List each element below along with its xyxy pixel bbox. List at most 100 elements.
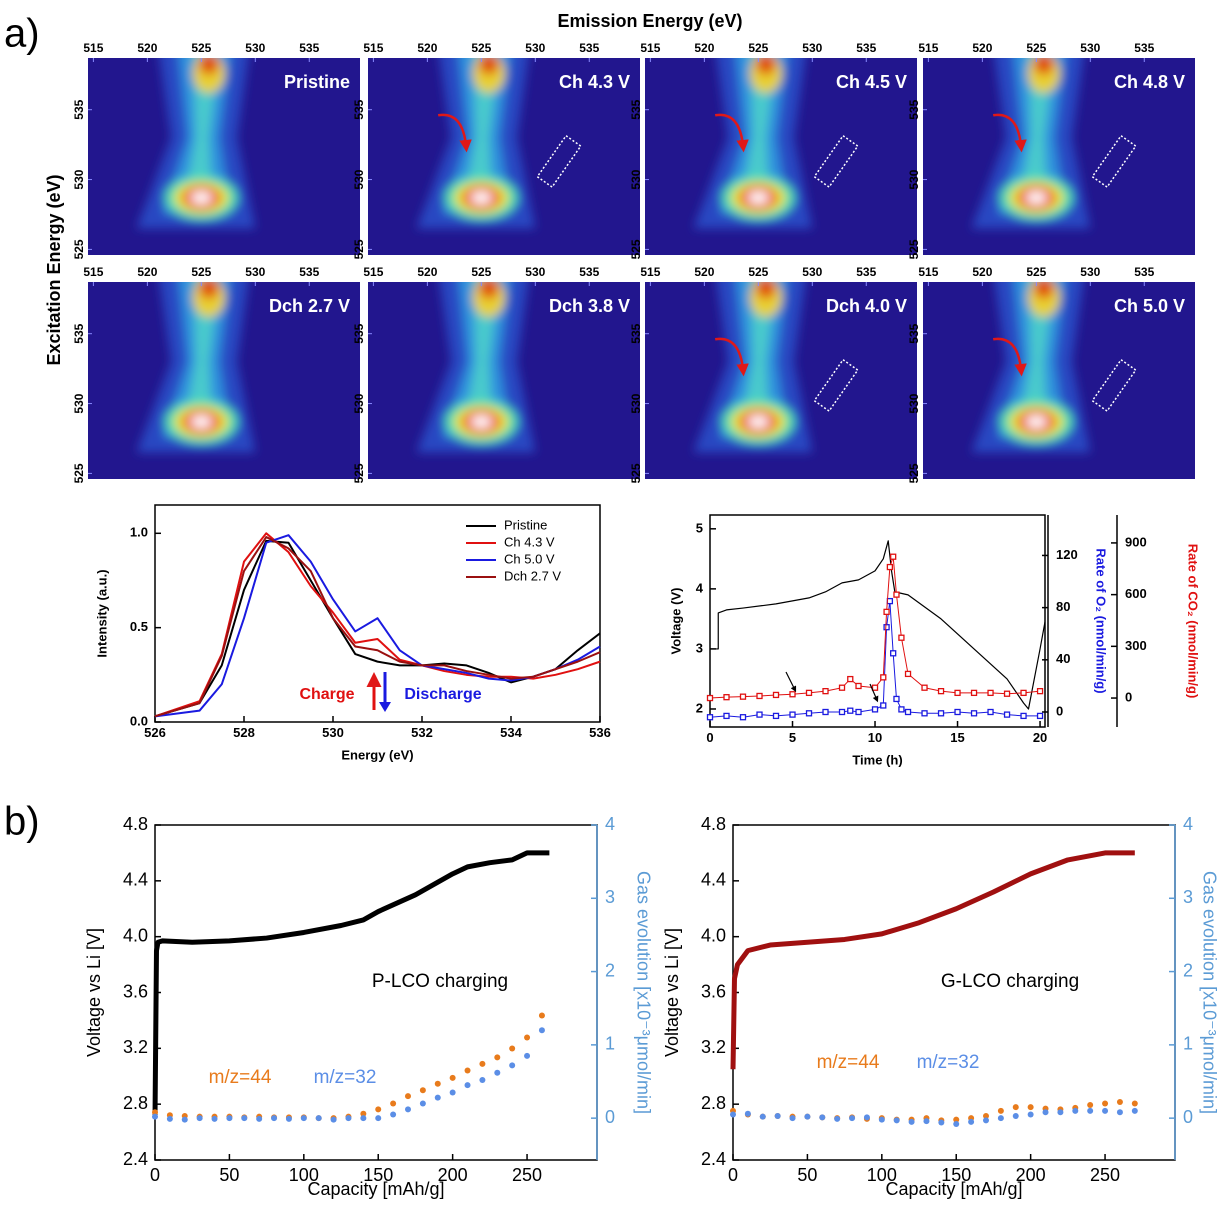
data-point [834,1115,841,1122]
y-tick-label: 4 [696,580,704,595]
x-tick-label: 520 [417,41,437,55]
heatmap-image [368,58,640,255]
data-point [953,1116,960,1123]
y-tick-label: 0 [1125,689,1132,704]
data-point [1087,1101,1094,1108]
data-point [997,1107,1004,1114]
data-point [893,591,900,598]
x-tick-label: 535 [299,265,319,279]
data-point [360,1110,367,1117]
y-tick-label: 4 [1183,814,1193,834]
data-point [954,708,961,716]
series-label: m/z=44 [817,1052,880,1073]
y-tick-label: 530 [72,169,86,189]
annotation: Discharge [404,686,481,703]
data-point [345,1115,352,1122]
intensity-region [470,414,493,429]
intensity-region [199,58,219,75]
axis-title: Capacity [mAh/g] [307,1179,444,1199]
x-tick-label: 530 [245,41,265,55]
data-point [730,1111,736,1118]
data-point [886,563,894,571]
panel-title: Ch 4.3 V [559,72,630,92]
data-point [1131,1107,1138,1114]
data-point [1036,712,1044,720]
data-point [271,1115,278,1122]
x-tick-label: 528 [233,725,255,740]
heatmap-image [645,58,917,255]
x-tick-label: 520 [972,41,992,55]
y-tick-label: 525 [72,239,86,259]
data-point [152,1109,158,1116]
data-point [880,674,887,681]
data-point [970,710,978,717]
heatmap-glow [136,58,256,229]
data-point [494,1054,501,1061]
data-point [464,1082,471,1089]
y-tick-label: 600 [1125,586,1147,601]
x-tick-label: 535 [856,41,876,55]
x-tick-label: 100 [289,1165,319,1185]
data-point [898,634,905,641]
x-tick-label: 535 [579,41,599,55]
axis-title: Voltage vs Li [V] [662,928,682,1057]
highlight-box [1091,134,1137,189]
data-point [871,684,879,691]
x-tick-label: 250 [1090,1165,1120,1185]
data-point [847,707,854,714]
data-point [360,1115,367,1122]
heatmap-glow [136,282,256,453]
data-point [938,1119,945,1126]
x-tick-label: 520 [694,41,714,55]
data-point [330,1116,337,1123]
x-tick-label: 515 [83,265,103,279]
y-tick-label: 4.8 [123,814,148,834]
data-point [772,712,780,720]
plot-frame [154,504,601,723]
axis-title: Voltage vs Li [V] [84,928,104,1057]
x-tick-label: 10 [868,730,882,745]
arrow [714,113,749,153]
data-point [1102,1107,1109,1114]
data-point [723,712,730,720]
data-point [987,689,994,697]
y-tick-label: 2.8 [701,1093,726,1113]
y-tick-label: 0.0 [130,713,148,728]
x-tick-label: 525 [1026,265,1046,279]
axis-title: Capacity [mAh/g] [885,1179,1022,1199]
intensity-region [756,58,776,75]
x-tick-label: 515 [640,265,660,279]
y-tick-label: 525 [629,239,643,259]
series-label: m/z=32 [314,1067,377,1088]
panel-title: Pristine [284,72,350,92]
y-tick-label: 3 [1183,887,1193,907]
x-tick-label: 520 [417,265,437,279]
axis-title: Emission Energy (eV) [557,11,742,31]
data-point [375,1115,382,1122]
data-point [855,708,862,716]
x-tick-label: 520 [137,41,157,55]
data-point [434,1094,441,1101]
data-point [181,1116,188,1123]
plot-frame [709,514,1046,728]
panel-title: Dch 4.0 V [826,296,907,316]
axis-title: Gas evolution [x10⁻³μmol/min] [1199,871,1219,1114]
highlight-box [813,358,859,413]
axis-title: Time (h) [852,752,902,767]
heatmap-glow [693,282,813,453]
x-tick-label: 515 [363,41,383,55]
data-point [524,1034,531,1041]
data-point [241,1115,248,1122]
x-tick-label: 200 [1016,1165,1046,1185]
annotation: G-LCO charging [941,971,1079,992]
intensity-region [190,414,213,429]
y-tick-label: 530 [352,169,366,189]
data-point [449,1074,456,1081]
intensity-region [470,190,493,205]
data-point [1012,1104,1019,1111]
intensity-region [1034,58,1054,75]
y-tick-label: 535 [907,323,921,343]
y-tick-label: 525 [352,463,366,483]
panel-title: Ch 5.0 V [1114,296,1185,316]
intensity-region [1025,190,1048,205]
